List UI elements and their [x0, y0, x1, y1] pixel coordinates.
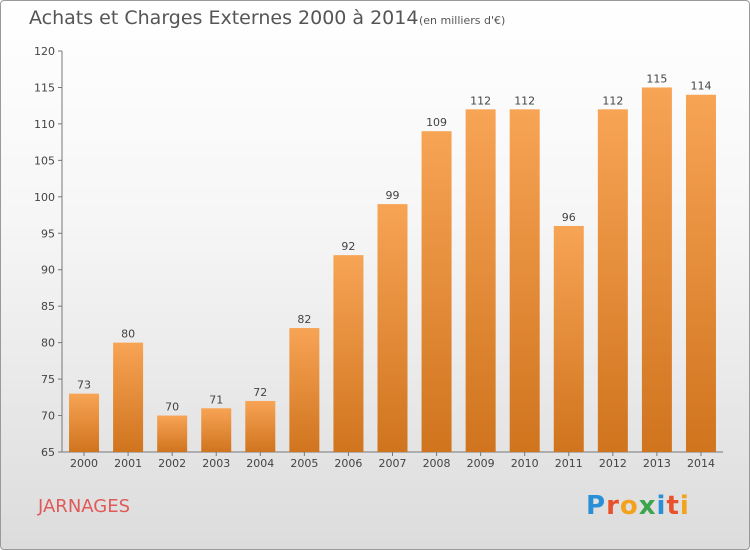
bar-value-label: 71 [209, 393, 223, 406]
bar [597, 109, 628, 452]
x-tick-label: 2002 [158, 457, 186, 470]
bar-value-label: 82 [297, 313, 311, 326]
x-tick-label: 2003 [202, 457, 230, 470]
y-tick-label: 90 [41, 264, 55, 277]
bar-value-label: 96 [562, 211, 576, 224]
x-tick-label: 2000 [70, 457, 98, 470]
proxiti-logo[interactable]: Proxiti [586, 491, 690, 521]
y-tick-label: 100 [34, 191, 55, 204]
bar [113, 342, 144, 452]
bar [685, 94, 716, 452]
y-tick-label: 105 [34, 154, 55, 167]
x-tick-label: 2004 [246, 457, 274, 470]
bar-value-label: 112 [470, 94, 491, 107]
bar [509, 109, 540, 452]
y-tick-label: 70 [41, 410, 55, 423]
bar-value-label: 112 [602, 94, 623, 107]
x-tick-label: 2005 [290, 457, 318, 470]
y-tick-label: 110 [34, 118, 55, 131]
y-tick-label: 115 [34, 81, 55, 94]
x-tick-label: 2007 [379, 457, 407, 470]
x-tick-label: 2010 [511, 457, 539, 470]
y-tick-label: 80 [41, 337, 55, 350]
x-tick-label: 2009 [467, 457, 495, 470]
x-tick-label: 2008 [423, 457, 451, 470]
y-tick-label: 75 [41, 373, 55, 386]
y-tick-label: 85 [41, 300, 55, 313]
y-tick-label: 120 [34, 45, 55, 58]
bar-value-label: 70 [165, 401, 179, 414]
bar [157, 415, 188, 452]
x-tick-label: 2006 [334, 457, 362, 470]
chart-title: Achats et Charges Externes 2000 à 2014 [29, 7, 419, 29]
bar [641, 87, 672, 453]
chart-subtitle: (en milliers d'€) [419, 14, 506, 27]
commune-name: JARNAGES [38, 496, 131, 517]
bar [333, 255, 364, 452]
bar-value-label: 109 [426, 116, 447, 129]
bar [465, 109, 496, 452]
bar-value-label: 115 [646, 72, 667, 85]
bar-value-label: 112 [514, 94, 535, 107]
bar [421, 131, 452, 452]
bar [245, 400, 276, 452]
bar-value-label: 73 [77, 379, 91, 392]
x-tick-label: 2013 [643, 457, 671, 470]
bar-value-label: 80 [121, 328, 135, 341]
y-tick-label: 95 [41, 227, 55, 240]
x-tick-label: 2001 [114, 457, 142, 470]
bar-value-label: 72 [253, 386, 267, 399]
bar-value-label: 99 [386, 189, 400, 202]
x-tick-label: 2012 [599, 457, 627, 470]
x-tick-label: 2014 [687, 457, 715, 470]
bar [201, 408, 232, 452]
bar [69, 393, 100, 452]
bar [289, 328, 320, 452]
bar-value-label: 92 [341, 240, 355, 253]
bar-value-label: 114 [690, 80, 711, 93]
bar [377, 204, 408, 452]
bar [553, 225, 584, 452]
x-tick-label: 2011 [555, 457, 583, 470]
y-tick-label: 65 [41, 446, 55, 459]
